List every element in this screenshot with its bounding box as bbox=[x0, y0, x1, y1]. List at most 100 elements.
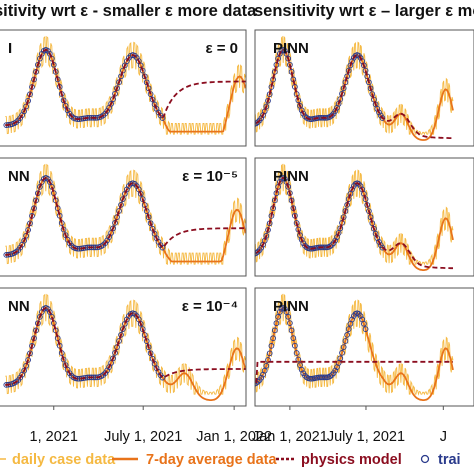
training-point bbox=[340, 344, 347, 350]
training-point bbox=[327, 113, 334, 120]
training-point bbox=[283, 309, 290, 315]
left-column-title: sitivity wrt ε - smaller ε more data bbox=[0, 2, 257, 20]
training-point bbox=[293, 350, 300, 356]
training-point bbox=[349, 316, 355, 323]
training-point bbox=[268, 343, 275, 349]
panel-model-label: I bbox=[8, 40, 12, 57]
panel-model-label: PINN bbox=[273, 168, 309, 185]
legend-item-3: trai bbox=[420, 452, 461, 468]
training-point bbox=[361, 320, 367, 327]
training-point bbox=[21, 367, 27, 374]
x-tick-label: Jan 1, 2021 bbox=[252, 429, 328, 445]
training-point bbox=[108, 230, 114, 236]
panel-model-label: PINN bbox=[273, 298, 309, 315]
legend-label: trai bbox=[438, 452, 461, 468]
x-tick-label: July 1, 2021 bbox=[104, 429, 182, 445]
training-point bbox=[280, 174, 287, 181]
panel-epsilon-label: ε = 10⁻⁵ bbox=[182, 168, 238, 185]
training-point bbox=[266, 350, 273, 357]
panel-frame bbox=[254, 29, 474, 147]
training-point bbox=[255, 250, 260, 256]
training-point bbox=[108, 360, 114, 366]
training-point bbox=[270, 335, 276, 342]
training-point bbox=[62, 232, 69, 238]
training-point bbox=[159, 115, 166, 121]
training-point bbox=[357, 313, 364, 319]
legend-swatch bbox=[420, 454, 430, 464]
training-point bbox=[379, 244, 386, 251]
training-point bbox=[255, 120, 260, 127]
training-point bbox=[332, 237, 339, 244]
training-point bbox=[349, 58, 355, 64]
panel-plot-area bbox=[255, 163, 454, 271]
legend-label: daily case data bbox=[12, 452, 116, 468]
panel-frame bbox=[254, 157, 474, 277]
training-point bbox=[46, 309, 53, 315]
panel-plot-area bbox=[3, 163, 246, 265]
physics-model-series bbox=[5, 176, 246, 256]
physics-model-series bbox=[5, 306, 246, 386]
training-point bbox=[159, 244, 166, 251]
panel-epsilon-label: ε = 10⁻⁴ bbox=[182, 298, 238, 315]
training-point bbox=[249, 123, 254, 128]
panel-frame bbox=[0, 157, 247, 277]
legend-item-0: daily case data bbox=[0, 452, 116, 468]
training-point bbox=[258, 244, 265, 251]
training-point bbox=[292, 342, 298, 349]
training-point bbox=[362, 326, 369, 332]
panel-plot-area bbox=[3, 293, 246, 401]
legend: daily case data 7-day average data physics… bbox=[0, 452, 461, 468]
training-point bbox=[335, 360, 342, 366]
training-point bbox=[271, 327, 278, 334]
panel-frame bbox=[254, 287, 474, 407]
training-point bbox=[275, 314, 281, 320]
panel-model-label: PINN bbox=[273, 40, 309, 57]
training-point bbox=[276, 309, 283, 315]
training-point bbox=[159, 374, 166, 381]
training-point bbox=[339, 350, 345, 356]
panel-plot-area bbox=[247, 35, 454, 141]
x-tick-label: July 1, 2021 bbox=[327, 429, 405, 445]
panel-right-bot: PINN bbox=[249, 287, 474, 407]
x-tick-label: 1, 2021 bbox=[30, 429, 78, 445]
training-point bbox=[261, 367, 268, 374]
training-point bbox=[280, 304, 287, 311]
physics-model-series bbox=[255, 176, 453, 270]
training-point bbox=[46, 179, 53, 185]
training-point bbox=[376, 239, 382, 245]
training-point bbox=[258, 115, 265, 121]
training-point bbox=[21, 108, 27, 115]
training-point bbox=[249, 382, 254, 387]
x-tick-label: J bbox=[440, 429, 447, 445]
panel-left-mid: NN ε = 10⁻⁵ bbox=[0, 157, 247, 277]
training-point bbox=[376, 109, 382, 116]
training-point bbox=[281, 176, 288, 182]
training-point bbox=[110, 355, 116, 362]
training-point bbox=[247, 123, 252, 128]
physics-model-series bbox=[5, 48, 246, 127]
training-point bbox=[281, 306, 288, 312]
training-point bbox=[349, 186, 355, 193]
training-point bbox=[258, 374, 265, 381]
panel-right-top: PINN bbox=[247, 29, 474, 147]
training-point bbox=[337, 355, 344, 362]
panel-plot-area bbox=[3, 35, 246, 135]
legend-label: 7-day average data bbox=[146, 452, 278, 468]
training-point bbox=[265, 357, 271, 363]
training-point bbox=[357, 183, 364, 189]
panel-right-mid: PINN bbox=[254, 157, 474, 277]
training-point bbox=[332, 367, 339, 374]
training-point bbox=[332, 108, 339, 114]
training-point bbox=[357, 54, 364, 61]
training-point bbox=[263, 362, 270, 369]
legend-label: physics model bbox=[301, 452, 402, 468]
training-point bbox=[110, 225, 116, 232]
training-point bbox=[288, 327, 295, 334]
training-point bbox=[273, 320, 280, 327]
training-point bbox=[345, 326, 352, 332]
training-point bbox=[137, 320, 144, 327]
panel-frame bbox=[0, 29, 247, 147]
